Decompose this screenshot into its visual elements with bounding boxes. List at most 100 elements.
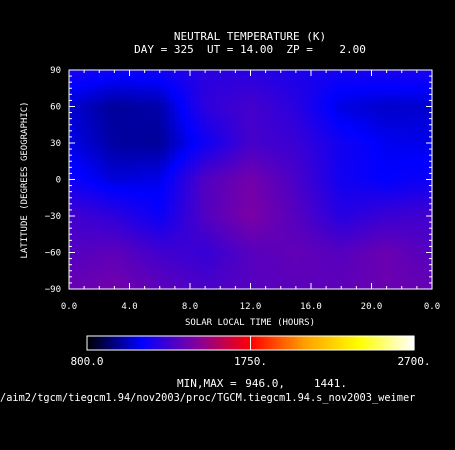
heatmap-cell: [184, 228, 191, 233]
heatmap-cell: [154, 232, 161, 237]
heatmap-cell: [184, 159, 191, 164]
heatmap-cell: [416, 106, 423, 112]
heatmap-cell: [210, 236, 216, 241]
heatmap-cell: [250, 130, 257, 136]
heatmap-cell: [411, 138, 418, 144]
heatmap-cell: [411, 228, 418, 233]
heatmap-cell: [215, 151, 221, 156]
heatmap-cell: [250, 236, 257, 241]
heatmap-cell: [300, 240, 307, 245]
heatmap-cell: [316, 155, 322, 160]
heatmap-cell: [129, 232, 136, 237]
heatmap-cell: [326, 159, 332, 164]
heatmap-cell: [321, 220, 327, 225]
heatmap-cell: [336, 138, 342, 144]
colorbar-segment: [209, 336, 213, 350]
heatmap-cell: [336, 203, 342, 209]
heatmap-cell: [240, 187, 247, 193]
heatmap-cell: [159, 252, 166, 258]
heatmap-cell: [89, 207, 95, 213]
heatmap-cell: [245, 151, 252, 156]
heatmap-cell: [149, 74, 156, 79]
heatmap-cell: [285, 244, 292, 250]
heatmap-cell: [74, 78, 80, 83]
heatmap-cell: [74, 236, 80, 241]
heatmap-cell: [421, 216, 428, 221]
heatmap-cell: [260, 110, 267, 116]
heatmap-cell: [124, 203, 131, 209]
heatmap-cell: [184, 207, 191, 213]
heatmap-cell: [230, 248, 236, 254]
heatmap-cell: [235, 126, 242, 132]
heatmap-cell: [376, 175, 383, 181]
heatmap-cell: [280, 216, 287, 221]
heatmap-cell: [401, 138, 408, 144]
heatmap-cell: [341, 268, 347, 274]
heatmap-cell: [366, 220, 373, 225]
heatmap-cell: [179, 264, 186, 270]
heatmap-cell: [250, 195, 257, 201]
heatmap-cell: [104, 280, 110, 286]
heatmap-cell: [235, 195, 242, 201]
heatmap-cell: [295, 224, 302, 229]
heatmap-cell: [109, 284, 115, 290]
heatmap-cell: [391, 240, 398, 245]
heatmap-cell: [164, 171, 171, 177]
heatmap-cell: [295, 199, 302, 205]
heatmap-cell: [285, 203, 292, 209]
heatmap-cell: [346, 252, 352, 258]
heatmap-cell: [391, 207, 398, 213]
heatmap-cell: [159, 244, 166, 250]
heatmap-cell: [184, 106, 191, 112]
colorbar-segment: [275, 336, 279, 350]
heatmap-cell: [391, 280, 398, 286]
heatmap-cell: [255, 284, 262, 290]
heatmap-cell: [270, 114, 277, 120]
heatmap-cell: [406, 232, 413, 237]
heatmap-cell: [245, 167, 252, 172]
heatmap-cell: [169, 155, 176, 160]
heatmap-cell: [99, 159, 105, 164]
colorbar-segment: [345, 336, 350, 350]
heatmap-cell: [84, 191, 90, 197]
heatmap-cell: [225, 122, 231, 128]
heatmap-cell: [260, 252, 267, 258]
heatmap-cell: [74, 228, 80, 233]
heatmap-cell: [285, 151, 292, 156]
heatmap-cell: [346, 86, 352, 91]
colorbar-segment: [182, 336, 186, 350]
heatmap-cell: [416, 151, 423, 156]
heatmap-cell: [69, 167, 75, 172]
heatmap-cell: [195, 240, 201, 245]
heatmap-cell: [210, 199, 216, 205]
heatmap-cell: [84, 70, 90, 75]
heatmap-cell: [154, 159, 161, 164]
heatmap-cell: [79, 207, 85, 213]
heatmap-cell: [124, 224, 131, 229]
heatmap-cell: [225, 147, 231, 152]
heatmap-cell: [245, 106, 252, 112]
heatmap-cell: [74, 74, 80, 79]
heatmap-cell: [79, 252, 85, 258]
heatmap-cell: [119, 78, 126, 83]
heatmap-cell: [331, 272, 337, 278]
heatmap-cell: [321, 195, 327, 201]
heatmap-cell: [129, 191, 136, 197]
heatmap-cell: [245, 224, 252, 229]
heatmap-cell: [300, 151, 307, 156]
x-tick-label: 12.0: [240, 302, 262, 312]
heatmap-cell: [195, 70, 201, 75]
heatmap-cell: [361, 272, 368, 278]
heatmap-cell: [351, 134, 357, 140]
heatmap-cell: [220, 171, 226, 177]
heatmap-cell: [366, 90, 373, 95]
heatmap-cell: [305, 175, 312, 181]
heatmap-cell: [361, 187, 368, 193]
heatmap-cell: [295, 260, 302, 266]
heatmap-cell: [114, 232, 121, 237]
heatmap-cell: [230, 191, 236, 197]
heatmap-cell: [351, 90, 357, 95]
heatmap-cell: [295, 228, 302, 233]
heatmap-cell: [300, 252, 307, 258]
heatmap-cell: [245, 191, 252, 197]
